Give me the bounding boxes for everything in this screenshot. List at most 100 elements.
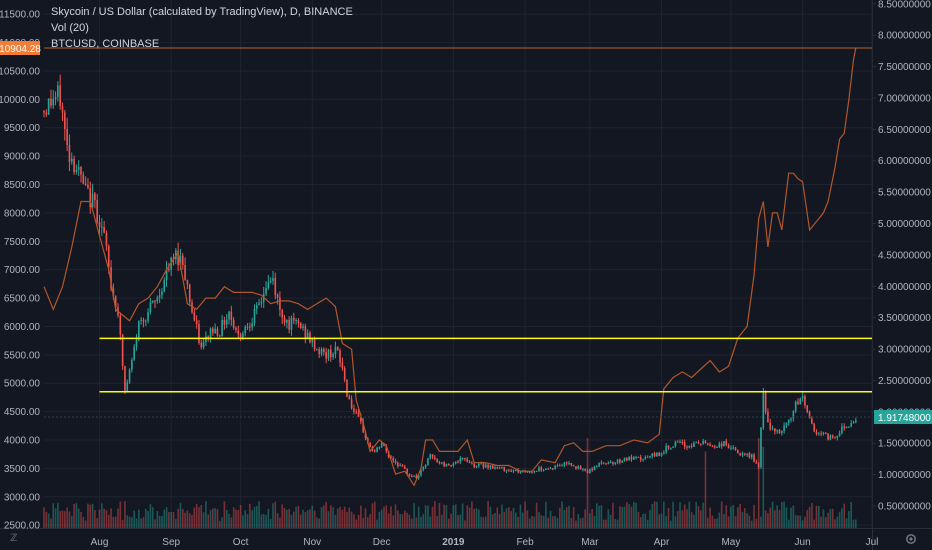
candle-body: [635, 456, 637, 458]
candle-body: [292, 317, 295, 321]
volume-bar: [181, 509, 184, 528]
volume-bar: [713, 518, 716, 528]
candle-body: [360, 416, 362, 422]
volume-bar: [207, 514, 210, 528]
candle-body: [452, 463, 455, 466]
candle-body: [325, 352, 327, 359]
volume-bar: [568, 505, 570, 528]
candle-body: [656, 452, 658, 457]
candle-body: [112, 288, 115, 297]
candle-body: [505, 470, 508, 472]
volume-bar: [70, 515, 73, 528]
volume-bar: [584, 509, 587, 528]
volume-bar: [258, 501, 260, 528]
volume-bar: [824, 517, 827, 528]
chart-legend: Skycoin / US Dollar (calculated by Tradi…: [51, 4, 353, 52]
candle-body: [128, 369, 131, 383]
candle-body: [323, 348, 325, 353]
candle-body: [565, 462, 568, 464]
candle-body: [563, 462, 566, 466]
volume-bar: [720, 501, 723, 528]
candle-body: [244, 326, 247, 334]
volume-bar: [302, 509, 304, 528]
volume-bar: [410, 518, 413, 528]
candle-body: [401, 465, 404, 467]
candle-body: [431, 454, 434, 458]
candle-body: [306, 332, 309, 338]
volume-bar: [739, 503, 741, 528]
btc-price-badge: [0, 41, 40, 56]
volume-bar: [801, 520, 804, 528]
candle-body: [690, 445, 693, 447]
volume-bar: [711, 515, 714, 528]
legend-title: Skycoin / US Dollar (calculated by Tradi…: [51, 6, 353, 18]
candle-body: [394, 460, 397, 463]
volume-bar: [309, 509, 311, 528]
candle-body: [792, 411, 795, 419]
volume-bar: [339, 506, 341, 528]
candle-body: [480, 463, 482, 465]
left-tick-label: 4000.00: [4, 436, 41, 447]
x-tick-label: Oct: [233, 537, 249, 548]
volume-bar: [478, 509, 480, 528]
volume-bar: [535, 502, 538, 528]
candle-body: [767, 412, 769, 423]
candle-body: [683, 442, 686, 447]
volume-bar: [626, 502, 628, 528]
left-axis-panel: [0, 0, 44, 550]
candle-body: [783, 425, 785, 431]
candle-body: [757, 463, 760, 468]
candle-body: [686, 446, 688, 448]
volume-bar: [475, 508, 478, 528]
volume-bar: [656, 501, 658, 528]
candle-body: [475, 465, 478, 468]
volume-bar: [394, 504, 397, 528]
volume-bar: [831, 508, 834, 528]
volume-bar: [327, 511, 330, 528]
candle-body: [667, 445, 670, 449]
volume-bar: [147, 511, 149, 528]
candle-body: [329, 349, 332, 358]
candle-body: [468, 462, 471, 464]
volume-bar: [794, 515, 797, 528]
candle-body: [457, 461, 459, 463]
candle-body: [646, 456, 649, 458]
volume-bar: [292, 511, 295, 528]
candle-body: [489, 465, 492, 468]
candle-body: [621, 461, 624, 463]
volume-bar: [378, 511, 381, 528]
tradingview-logo-icon[interactable]: ℤ: [10, 533, 18, 544]
volume-bar: [783, 501, 785, 528]
candle-body: [801, 396, 804, 399]
volume-bar: [450, 513, 452, 528]
volume-bar: [769, 507, 772, 528]
volume-bar: [161, 516, 163, 528]
volume-bar: [438, 502, 441, 528]
volume-bar: [276, 513, 279, 528]
candle-body: [57, 85, 59, 97]
volume-bar: [385, 505, 388, 528]
candle-body: [584, 468, 587, 471]
candle-body: [390, 456, 392, 459]
gear-icon[interactable]: [904, 532, 918, 546]
candle-body: [558, 465, 561, 467]
candle-body: [221, 320, 223, 337]
candle-body: [80, 167, 82, 175]
candle-body: [676, 441, 679, 443]
volume-bar: [431, 506, 434, 528]
volume-bar: [582, 517, 584, 528]
candle-body: [602, 462, 605, 464]
volume-bar: [605, 519, 607, 528]
candle-body: [600, 462, 603, 464]
candle-body: [149, 302, 152, 312]
volume-bar: [420, 516, 422, 528]
volume-bar: [531, 515, 533, 528]
candle-body: [376, 447, 378, 452]
volume-bar: [780, 502, 783, 528]
volume-bar: [748, 515, 751, 528]
candle-body: [279, 297, 281, 310]
volume-bar: [397, 510, 399, 528]
volume-bar: [369, 514, 371, 528]
candle-body: [704, 441, 707, 444]
